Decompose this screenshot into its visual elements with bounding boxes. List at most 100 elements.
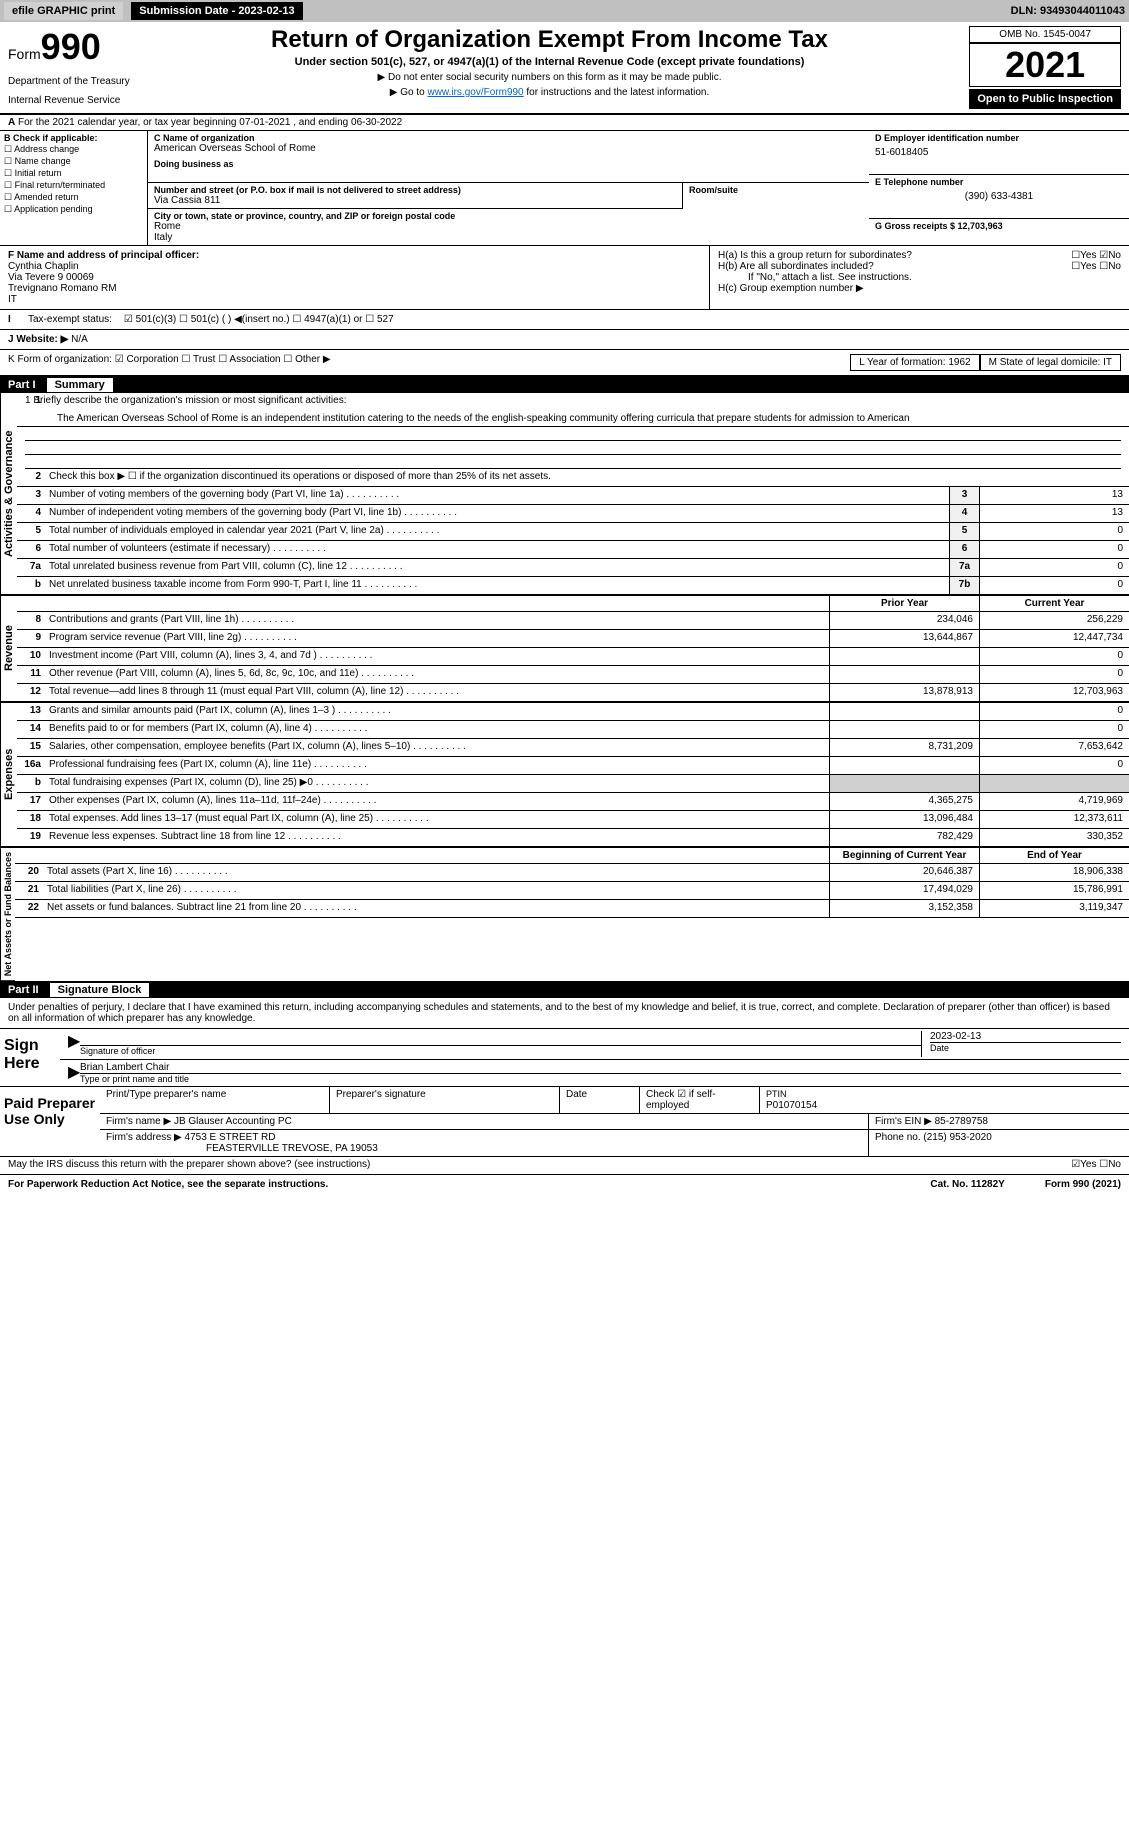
check-amended[interactable]: ☐ Amended return (4, 192, 143, 203)
footer-form: Form 990 (2021) (1045, 1179, 1121, 1190)
ha-label: H(a) Is this a group return for subordin… (718, 250, 1071, 261)
hb-note: If "No," attach a list. See instructions… (718, 272, 1121, 283)
line-row: 20Total assets (Part X, line 16)20,646,3… (15, 864, 1129, 882)
firm-ein: 85-2789758 (935, 1116, 988, 1127)
efile-button[interactable]: efile GRAPHIC print (4, 2, 123, 20)
header-subtitle: Under section 501(c), 527, or 4947(a)(1)… (142, 56, 958, 68)
mission-blank-line (25, 455, 1121, 469)
line-row: 10Investment income (Part VIII, column (… (17, 648, 1129, 666)
part-1-header: Part I Summary (0, 377, 1129, 393)
line-row: 18Total expenses. Add lines 13–17 (must … (17, 811, 1129, 829)
phone-value: (390) 633-4381 (875, 187, 1123, 202)
section-bcde: B Check if applicable: ☐ Address change … (0, 131, 1129, 246)
sig-officer-label: Signature of officer (80, 1046, 155, 1056)
line-row: 4Number of independent voting members of… (17, 505, 1129, 523)
hc-label: H(c) Group exemption number ▶ (718, 283, 1121, 294)
part1-name: Summary (47, 378, 113, 392)
revenue-section: Revenue Prior Year Current Year 8Contrib… (0, 596, 1129, 703)
year-formation: L Year of formation: 1962 (850, 354, 979, 371)
ha-answer[interactable]: ☐Yes ☑No (1071, 250, 1121, 261)
form-org-label: K Form of organization: ☑ Corporation ☐ … (8, 354, 331, 371)
footer-pra: For Paperwork Reduction Act Notice, see … (8, 1179, 328, 1190)
check-final-return[interactable]: ☐ Final return/terminated (4, 180, 143, 191)
begin-year-header: Beginning of Current Year (829, 848, 979, 863)
open-to-public: Open to Public Inspection (969, 89, 1121, 109)
hb-answer[interactable]: ☐Yes ☐No (1071, 261, 1121, 272)
prep-name-label: Print/Type preparer's name (100, 1087, 330, 1113)
prep-sig-label: Preparer's signature (330, 1087, 560, 1113)
line-row: 3Number of voting members of the governi… (17, 487, 1129, 505)
firm-phone-label: Phone no. (875, 1132, 921, 1143)
sig-date: 2023-02-13 (930, 1031, 1121, 1042)
ptin-label: PTIN (766, 1089, 787, 1099)
city-value: Rome Italy (154, 221, 863, 243)
submission-button[interactable]: Submission Date - 2023-02-13 (131, 2, 302, 20)
part1-label: Part I (8, 379, 36, 391)
column-c: C Name of organization American Overseas… (148, 131, 869, 245)
firm-ein-label: Firm's EIN ▶ (875, 1116, 932, 1127)
form-number-block: Form990 Department of the Treasury Inter… (8, 26, 130, 106)
officer-addr2: Trevignano Romano RM (8, 283, 701, 294)
room-label: Room/suite (689, 185, 863, 195)
netassets-section: Net Assets or Fund Balances Beginning of… (0, 848, 1129, 982)
gross-receipts: G Gross receipts $ 12,703,963 (875, 221, 1123, 231)
row-fh: F Name and address of principal officer:… (0, 246, 1129, 310)
note-pre: ▶ Go to (390, 87, 428, 98)
city-label: City or town, state or province, country… (154, 211, 863, 221)
vlabel-netassets: Net Assets or Fund Balances (0, 848, 15, 981)
org-name: American Overseas School of Rome (154, 143, 863, 154)
tax-year: 2021 (969, 43, 1121, 87)
footer: For Paperwork Reduction Act Notice, see … (0, 1175, 1129, 1194)
sig-arrow-icon: ▶ (68, 1031, 80, 1057)
row-a-taxyear: A For the 2021 calendar year, or tax yea… (0, 115, 1129, 131)
header-note-ssn: ▶ Do not enter social security numbers o… (142, 72, 958, 83)
firm-addr-label: Firm's address ▶ (106, 1132, 182, 1143)
omb-number: OMB No. 1545-0047 (969, 26, 1121, 43)
check-address-change[interactable]: ☐ Address change (4, 144, 143, 155)
form-header: Form990 Department of the Treasury Inter… (0, 22, 1129, 115)
tax-exempt-opts[interactable]: ☑ 501(c)(3) ☐ 501(c) ( ) ◀(insert no.) ☐… (124, 314, 394, 325)
line-row: 12Total revenue—add lines 8 through 11 (… (17, 684, 1129, 702)
vlabel-ag: Activities & Governance (0, 393, 17, 595)
phone-label: E Telephone number (875, 177, 1123, 187)
org-name-label: C Name of organization (154, 133, 863, 143)
activities-governance-section: Activities & Governance 11 Briefly descr… (0, 393, 1129, 596)
header-right: OMB No. 1545-0047 2021 Open to Public In… (969, 26, 1121, 109)
check-application[interactable]: ☐ Application pending (4, 204, 143, 215)
column-de: D Employer identification number 51-6018… (869, 131, 1129, 245)
state-domicile: M State of legal domicile: IT (980, 354, 1121, 371)
check-initial-return[interactable]: ☐ Initial return (4, 168, 143, 179)
netassets-headers: Beginning of Current Year End of Year (15, 848, 1129, 864)
header-title: Return of Organization Exempt From Incom… (142, 26, 958, 54)
tax-exempt-label: Tax-exempt status: (28, 314, 112, 325)
ein-label: D Employer identification number (875, 133, 1123, 143)
line2-text: Check this box ▶ ☐ if the organization d… (45, 469, 1129, 486)
dba-label: Doing business as (154, 159, 863, 169)
addr-label: Number and street (or P.O. box if mail i… (154, 185, 676, 195)
discuss-answer[interactable]: ☑Yes ☐No (1071, 1159, 1121, 1172)
part-2-header: Part II Signature Block (0, 982, 1129, 998)
irs-link[interactable]: www.irs.gov/Form990 (427, 87, 523, 98)
part2-name: Signature Block (50, 983, 150, 997)
column-h: H(a) Is this a group return for subordin… (709, 246, 1129, 309)
tax-year-range: For the 2021 calendar year, or tax year … (18, 117, 402, 128)
prior-year-header: Prior Year (829, 596, 979, 611)
sign-here-label: Sign Here (0, 1029, 60, 1086)
paid-preparer-row: Paid Preparer Use Only Print/Type prepar… (0, 1087, 1129, 1157)
line-row: 13Grants and similar amounts paid (Part … (17, 703, 1129, 721)
form-prefix: Form (8, 46, 41, 62)
expenses-section: Expenses 13Grants and similar amounts pa… (0, 703, 1129, 848)
line-row: 5Total number of individuals employed in… (17, 523, 1129, 541)
mission-blank-line (25, 427, 1121, 441)
sig-name-label: Type or print name and title (80, 1073, 1121, 1084)
end-year-header: End of Year (979, 848, 1129, 863)
discuss-row: May the IRS discuss this return with the… (0, 1157, 1129, 1175)
part2-label: Part II (8, 984, 39, 996)
line-row: 17Other expenses (Part IX, column (A), l… (17, 793, 1129, 811)
prep-check-label[interactable]: Check ☑ if self-employed (640, 1087, 760, 1113)
firm-addr2: FEASTERVILLE TREVOSE, PA 19053 (106, 1143, 378, 1154)
check-name-change[interactable]: ☐ Name change (4, 156, 143, 167)
discuss-label: May the IRS discuss this return with the… (8, 1159, 1071, 1172)
footer-cat: Cat. No. 11282Y (930, 1179, 1004, 1190)
revenue-headers: Prior Year Current Year (17, 596, 1129, 612)
